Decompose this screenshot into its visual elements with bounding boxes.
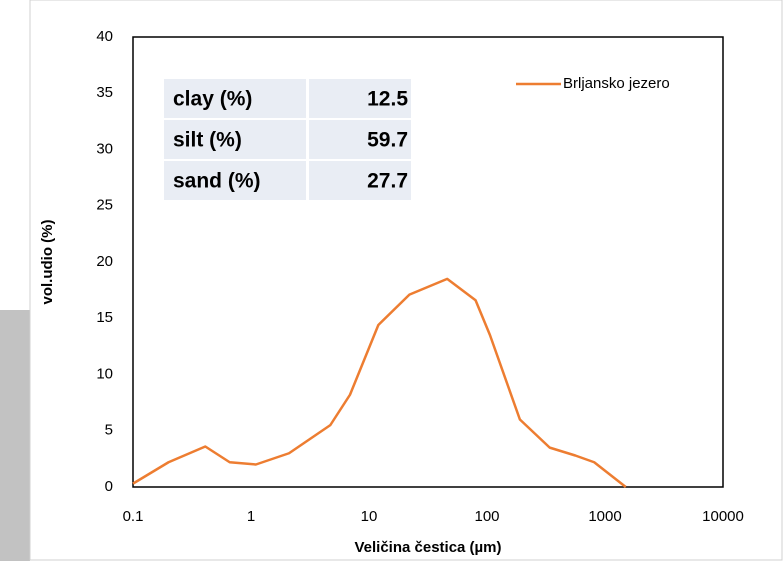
y-tick-label: 15 bbox=[96, 309, 113, 326]
background-texture bbox=[0, 310, 30, 561]
table-cell bbox=[164, 161, 306, 200]
x-tick-label: 10000 bbox=[702, 508, 744, 525]
legend-label: Brljansko jezero bbox=[563, 75, 670, 92]
x-axis-label: Veličina čestica (µm) bbox=[354, 539, 501, 556]
y-axis-label: vol.udio (%) bbox=[39, 220, 56, 305]
y-tick-label: 10 bbox=[96, 365, 113, 382]
table-label: silt (%) bbox=[173, 129, 242, 152]
table-cell bbox=[309, 120, 411, 159]
table-cell bbox=[309, 161, 411, 200]
table-value: 59.7 bbox=[367, 129, 408, 152]
plot-area bbox=[132, 36, 724, 488]
table-cell bbox=[309, 79, 411, 118]
x-tick-label: 1 bbox=[247, 508, 255, 525]
table-label: sand (%) bbox=[173, 170, 261, 193]
table-label: clay (%) bbox=[173, 88, 252, 111]
x-tick-label: 0.1 bbox=[123, 508, 144, 525]
line bbox=[132, 277, 627, 488]
y-tick-label: 40 bbox=[96, 28, 113, 45]
x-tick-label: 100 bbox=[474, 508, 499, 525]
y-tick-label: 30 bbox=[96, 140, 113, 157]
y-tick-label: 0 bbox=[105, 478, 113, 495]
y-tick-label: 35 bbox=[96, 84, 113, 101]
table-value: 27.7 bbox=[367, 170, 408, 193]
x-tick-label: 1000 bbox=[588, 508, 621, 525]
table-cell bbox=[164, 79, 306, 118]
table-value: 12.5 bbox=[367, 88, 408, 111]
x-tick-label: 10 bbox=[361, 508, 378, 525]
table-cell bbox=[164, 120, 306, 159]
y-tick-label: 5 bbox=[105, 422, 113, 439]
y-tick-label: 20 bbox=[96, 253, 113, 270]
y-tick-label: 25 bbox=[96, 197, 113, 214]
